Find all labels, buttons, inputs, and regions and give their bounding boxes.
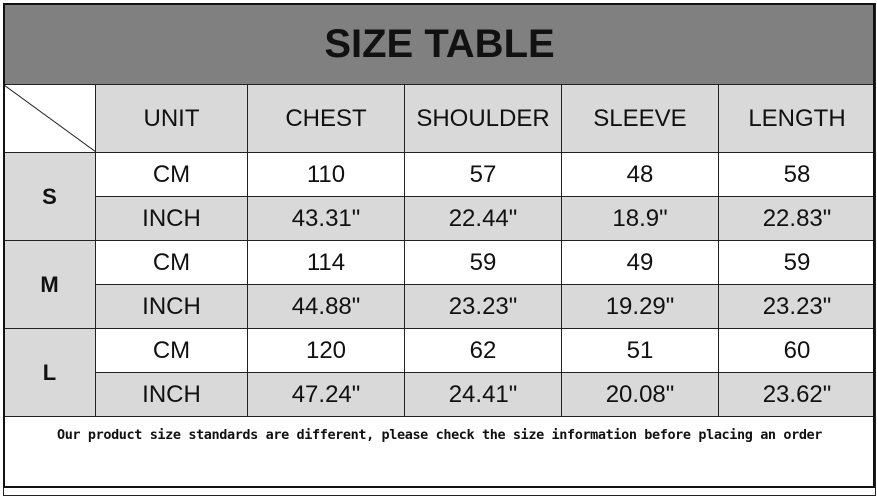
- cell-sleeve: 20.08": [561, 372, 719, 417]
- table-row: M CM 114 59 49 59: [3, 240, 876, 329]
- cell-unit: CM: [95, 328, 248, 373]
- table-row: L CM 120 62 51 60: [3, 328, 876, 417]
- cell-sleeve: 51: [561, 328, 719, 373]
- cell-shoulder: 57: [404, 152, 562, 197]
- cell-unit: CM: [95, 152, 248, 197]
- table-row: S CM 110 57 48 58: [3, 152, 876, 241]
- cell-chest: 43.31": [247, 196, 405, 241]
- header-unit: UNIT: [95, 84, 248, 153]
- cell-chest: 114: [247, 240, 405, 285]
- size-note: Our product size standards are different…: [3, 416, 876, 496]
- cell-sleeve: 19.29": [561, 284, 719, 329]
- cell-unit: INCH: [95, 372, 248, 417]
- size-label: M: [3, 240, 96, 329]
- size-label: S: [3, 152, 96, 241]
- table-title: SIZE TABLE: [3, 3, 876, 85]
- cell-length: 22.83": [718, 196, 876, 241]
- cell-shoulder: 59: [404, 240, 562, 285]
- diagonal-corner-cell: [3, 84, 96, 153]
- table-row: INCH 44.88" 23.23" 19.29" 23.23": [4, 284, 876, 329]
- cell-shoulder: 22.44": [404, 196, 562, 241]
- cell-length: 60: [718, 328, 876, 373]
- cell-chest: 110: [247, 152, 405, 197]
- table-row: INCH 43.31" 22.44" 18.9" 22.83": [4, 196, 876, 241]
- cell-unit: CM: [95, 240, 248, 285]
- table-row: INCH 47.24" 24.41" 20.08" 23.62": [4, 372, 876, 417]
- cell-length: 58: [718, 152, 876, 197]
- cell-sleeve: 49: [561, 240, 719, 285]
- cell-length: 23.62": [718, 372, 876, 417]
- header-sleeve: SLEEVE: [561, 84, 719, 153]
- cell-chest: 44.88": [247, 284, 405, 329]
- cell-shoulder: 23.23": [404, 284, 562, 329]
- header-shoulder: SHOULDER: [404, 84, 562, 153]
- cell-length: 59: [718, 240, 876, 285]
- size-label: L: [3, 328, 96, 417]
- cell-unit: INCH: [95, 196, 248, 241]
- cell-shoulder: 24.41": [404, 372, 562, 417]
- header-chest: CHEST: [247, 84, 405, 153]
- cell-sleeve: 18.9": [561, 196, 719, 241]
- cell-shoulder: 62: [404, 328, 562, 373]
- size-table: SIZE TABLE UNIT CHEST SHOULDER SLEEVE LE…: [3, 3, 876, 496]
- cell-unit: INCH: [95, 284, 248, 329]
- cell-chest: 120: [247, 328, 405, 373]
- cell-length: 23.23": [718, 284, 876, 329]
- cell-chest: 47.24": [247, 372, 405, 417]
- header-length: LENGTH: [718, 84, 876, 153]
- cell-sleeve: 48: [561, 152, 719, 197]
